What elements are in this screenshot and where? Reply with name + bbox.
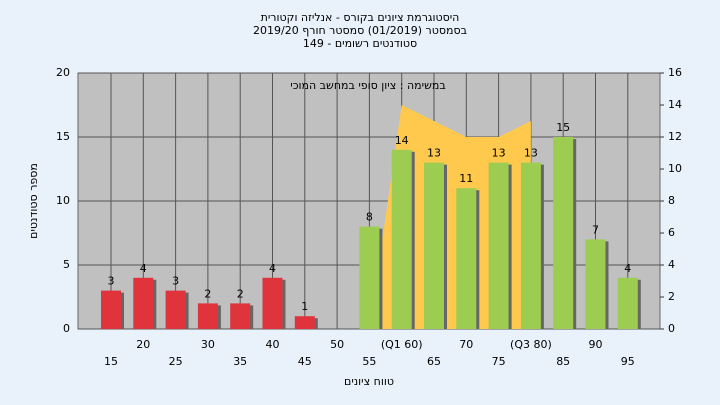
bar <box>230 303 251 329</box>
annotation: במשימה : ציון סופי במחשב המוכי <box>290 79 445 92</box>
x-tick-label: 25 <box>169 355 183 368</box>
y-tick-label: 20 <box>56 66 70 79</box>
bar <box>488 162 509 329</box>
y2-tick-label: 0 <box>668 322 675 335</box>
data-label: 1 <box>301 300 308 313</box>
bar <box>294 316 315 329</box>
x-tick-label: (Q3 80) <box>510 338 552 351</box>
y2-tick-label: 4 <box>668 258 675 271</box>
data-label: 2 <box>204 287 211 300</box>
data-label: 11 <box>459 172 473 185</box>
y2-tick-label: 16 <box>668 66 682 79</box>
bar <box>262 277 283 329</box>
bar <box>585 239 606 329</box>
x-tick-label: 30 <box>201 338 215 351</box>
chart-subtitle: סטודנטים רשומים - 149 <box>303 37 417 50</box>
y-tick-label: 10 <box>56 194 70 207</box>
data-label: 13 <box>524 147 538 160</box>
x-tick-label: 50 <box>330 338 344 351</box>
bar <box>133 277 154 329</box>
y2-tick-label: 8 <box>668 194 675 207</box>
data-label: 15 <box>556 121 570 134</box>
x-tick-label: 20 <box>136 338 150 351</box>
data-label: 4 <box>269 262 276 275</box>
chart-subtitle: בסמסטר (01/2019) סמסטר חורף 2019/20 <box>253 24 467 37</box>
bar <box>391 149 412 329</box>
x-tick-label: 40 <box>266 338 280 351</box>
bar <box>101 290 121 329</box>
data-label: 14 <box>395 134 409 147</box>
bar <box>424 162 444 329</box>
x-tick-label: 75 <box>492 355 506 368</box>
x-tick-label: 70 <box>459 338 473 351</box>
x-tick-label: (Q1 60) <box>381 338 423 351</box>
x-tick-label: 35 <box>233 355 247 368</box>
data-label: 8 <box>366 211 373 224</box>
data-label: 13 <box>427 147 441 160</box>
chart-title: היסטוגרמת ציונים בקורס - אנליזה וקטורית <box>261 11 460 24</box>
y2-tick-label: 2 <box>668 290 675 303</box>
y2-tick-label: 14 <box>668 98 682 111</box>
data-label: 2 <box>237 287 244 300</box>
x-tick-label: 95 <box>621 355 635 368</box>
x-tick-label: 45 <box>298 355 312 368</box>
y2-tick-label: 10 <box>668 162 682 175</box>
y-tick-label: 15 <box>56 130 70 143</box>
y2-tick-label: 6 <box>668 226 675 239</box>
data-label: 13 <box>492 147 506 160</box>
x-tick-label: 90 <box>589 338 603 351</box>
x-tick-label: 15 <box>104 355 118 368</box>
bar <box>456 188 477 329</box>
data-label: 3 <box>108 275 115 288</box>
data-label: 4 <box>140 262 147 275</box>
data-label: 4 <box>624 262 631 275</box>
bar <box>520 162 541 329</box>
x-axis-label: טווח ציונים <box>344 375 394 388</box>
y2-tick-label: 12 <box>668 130 682 143</box>
bar <box>359 226 380 329</box>
x-tick-label: 85 <box>556 355 570 368</box>
x-tick-label: 55 <box>362 355 376 368</box>
y-tick-label: 5 <box>63 258 70 271</box>
data-label: 7 <box>592 223 599 236</box>
x-tick-label: 65 <box>427 355 441 368</box>
bar <box>165 290 186 329</box>
y-axis-label: מספר סטודנטים <box>27 163 40 239</box>
bar <box>197 303 218 329</box>
data-label: 3 <box>172 275 179 288</box>
y-tick-label: 0 <box>63 322 70 335</box>
bar <box>617 277 638 329</box>
bar <box>553 137 574 329</box>
